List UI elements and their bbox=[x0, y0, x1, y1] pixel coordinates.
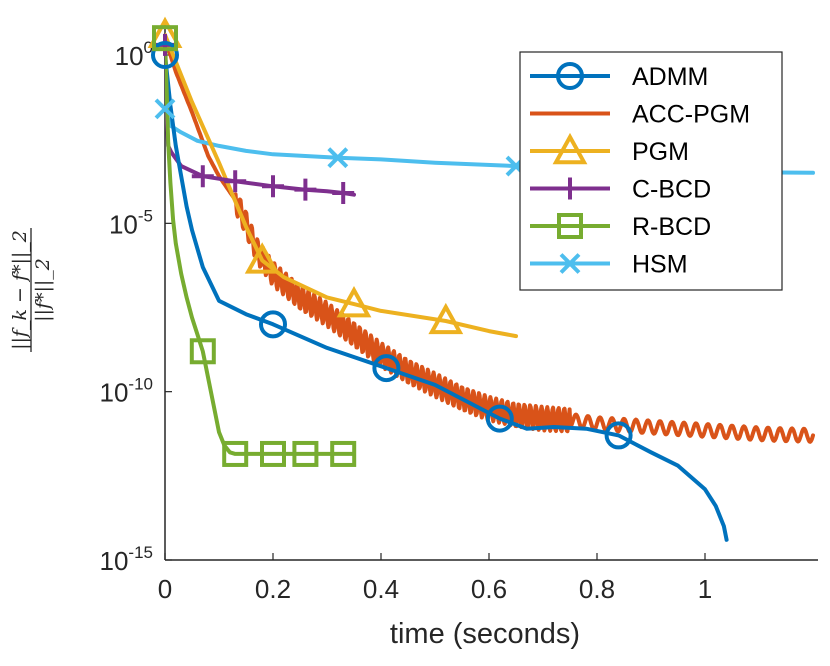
axis-ticks: 0 0.2 0.4 0.6 0.8 1 100 10-5 10-10 10-15 bbox=[100, 38, 713, 604]
legend-label-c-bcd: C-BCD bbox=[632, 176, 711, 204]
y-tick-label: 10-10 bbox=[100, 375, 154, 408]
legend-marker-admm bbox=[556, 62, 584, 90]
legend-label-admm: ADMM bbox=[632, 63, 708, 91]
y-tick-label: 10-5 bbox=[109, 206, 153, 239]
legend-marker-pgm bbox=[552, 132, 588, 165]
marker-r-bcd bbox=[260, 440, 286, 467]
y-tick-label: 10-15 bbox=[100, 543, 154, 576]
marker-admm bbox=[604, 421, 633, 450]
legend-label-pgm: PGM bbox=[632, 138, 689, 166]
y-axis-label: ||f_k − f*||_2 ||f*||_2 bbox=[9, 228, 54, 352]
legend-marker-r-bcd bbox=[557, 213, 583, 239]
marker-hsm bbox=[154, 98, 176, 120]
x-tick-label: 0.2 bbox=[255, 574, 291, 604]
legend-marker-hsm bbox=[559, 253, 581, 274]
marker-c-bcd bbox=[262, 175, 284, 198]
marker-admm bbox=[485, 404, 514, 433]
marker-admm bbox=[372, 354, 401, 383]
marker-r-bcd bbox=[330, 440, 357, 467]
marker-r-bcd bbox=[189, 338, 216, 365]
series-line-pgm bbox=[165, 32, 518, 339]
marker-c-bcd bbox=[224, 170, 247, 193]
marker-c-bcd bbox=[191, 165, 214, 188]
marker-r-bcd bbox=[222, 440, 249, 467]
x-tick-label: 0 bbox=[158, 574, 172, 604]
marker-c-bcd bbox=[332, 182, 355, 205]
x-tick-label: 0.6 bbox=[471, 574, 507, 604]
legend-marker-c-bcd bbox=[559, 177, 581, 200]
series-markers bbox=[147, 16, 633, 467]
legend: ADMM ACC-PGM PGM C-BCD R-BCD HSM bbox=[519, 51, 783, 291]
marker-c-bcd bbox=[294, 178, 317, 201]
legend-box bbox=[519, 51, 783, 291]
legend-label-r-bcd: R-BCD bbox=[632, 213, 711, 241]
marker-pgm bbox=[428, 302, 464, 335]
y-axis-label-numerator: ||f_k − f*||_2 bbox=[9, 230, 31, 350]
marker-pgm bbox=[336, 286, 372, 318]
y-axis-label-denominator: ||f*||_2 bbox=[32, 258, 54, 322]
x-tick-label: 0.8 bbox=[579, 574, 615, 604]
series-line-admm bbox=[165, 53, 729, 542]
legend-label-hsm: HSM bbox=[632, 251, 688, 279]
x-tick-label: 0.4 bbox=[363, 574, 399, 604]
marker-r-bcd bbox=[292, 440, 319, 467]
marker-pgm bbox=[244, 242, 280, 274]
marker-admm bbox=[259, 310, 287, 339]
series-line-acc-pgm bbox=[165, 36, 815, 444]
legend-label-acc-pgm: ACC-PGM bbox=[632, 101, 750, 129]
marker-hsm bbox=[327, 147, 349, 169]
y-tick-label: 100 bbox=[115, 38, 153, 71]
x-axis-label: time (seconds) bbox=[390, 618, 580, 650]
marker-admm bbox=[151, 41, 179, 69]
x-tick-label: 1 bbox=[698, 574, 712, 604]
marker-r-bcd bbox=[152, 25, 178, 52]
